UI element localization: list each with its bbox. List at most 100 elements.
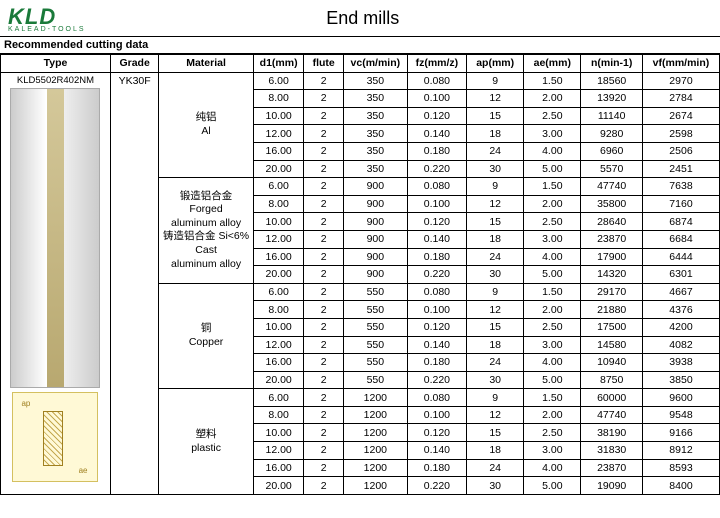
- cell-flute: 2: [304, 477, 344, 495]
- cell-d1: 12.00: [253, 336, 304, 354]
- header: KLD KALEAD-TOOLS End mills: [0, 0, 720, 36]
- cell-vc: 550: [343, 301, 407, 319]
- material-cell: 铜Copper: [159, 283, 254, 389]
- cell-fz: 0.080: [407, 178, 466, 196]
- cell-vc: 900: [343, 266, 407, 284]
- cell-vf: 6684: [642, 230, 719, 248]
- cell-d1: 6.00: [253, 178, 304, 196]
- cell-vc: 550: [343, 354, 407, 372]
- cell-vc: 1200: [343, 424, 407, 442]
- cell-vf: 2674: [642, 107, 719, 125]
- cell-fz: 0.080: [407, 283, 466, 301]
- cell-n: 31830: [581, 442, 643, 460]
- cell-n: 60000: [581, 389, 643, 407]
- cell-d1: 8.00: [253, 90, 304, 108]
- cell-fz: 0.080: [407, 72, 466, 90]
- cell-vc: 350: [343, 160, 407, 178]
- cell-flute: 2: [304, 248, 344, 266]
- cell-fz: 0.120: [407, 107, 466, 125]
- cell-n: 6960: [581, 142, 643, 160]
- cell-n: 5570: [581, 160, 643, 178]
- th-ap: ap(mm): [467, 55, 524, 73]
- header-row: Type Grade Material d1(mm) flute vc(m/mi…: [1, 55, 720, 73]
- cell-d1: 20.00: [253, 477, 304, 495]
- cell-ap: 24: [467, 142, 524, 160]
- cell-ap: 12: [467, 195, 524, 213]
- type-cell: KLD5502R402NM ap ae: [1, 72, 111, 494]
- cell-flute: 2: [304, 459, 344, 477]
- cell-d1: 12.00: [253, 230, 304, 248]
- cell-ap: 9: [467, 178, 524, 196]
- cell-vf: 2506: [642, 142, 719, 160]
- cell-d1: 6.00: [253, 72, 304, 90]
- cell-flute: 2: [304, 142, 344, 160]
- cell-d1: 16.00: [253, 142, 304, 160]
- cell-vc: 550: [343, 283, 407, 301]
- cell-flute: 2: [304, 283, 344, 301]
- cell-n: 23870: [581, 230, 643, 248]
- cell-vc: 550: [343, 371, 407, 389]
- cell-n: 38190: [581, 424, 643, 442]
- cell-ap: 15: [467, 213, 524, 231]
- cell-ap: 12: [467, 90, 524, 108]
- cell-vf: 4082: [642, 336, 719, 354]
- cell-vf: 8400: [642, 477, 719, 495]
- cell-fz: 0.120: [407, 424, 466, 442]
- cell-vf: 6874: [642, 213, 719, 231]
- table-body: KLD5502R402NM ap ae YK30F纯铝Al6.0023500.0…: [1, 72, 720, 494]
- cell-ap: 30: [467, 371, 524, 389]
- cell-ae: 3.00: [524, 336, 581, 354]
- cell-flute: 2: [304, 160, 344, 178]
- cell-n: 8750: [581, 371, 643, 389]
- cell-vc: 1200: [343, 477, 407, 495]
- cell-vf: 8593: [642, 459, 719, 477]
- cell-n: 14320: [581, 266, 643, 284]
- cutting-data-table: Type Grade Material d1(mm) flute vc(m/mi…: [0, 54, 720, 495]
- cell-flute: 2: [304, 178, 344, 196]
- cell-vf: 2451: [642, 160, 719, 178]
- cell-ap: 15: [467, 107, 524, 125]
- cell-vf: 2970: [642, 72, 719, 90]
- cell-ap: 30: [467, 477, 524, 495]
- cell-ae: 2.00: [524, 406, 581, 424]
- cell-flute: 2: [304, 72, 344, 90]
- cell-ap: 9: [467, 283, 524, 301]
- cell-vc: 350: [343, 107, 407, 125]
- cell-vf: 2784: [642, 90, 719, 108]
- cell-flute: 2: [304, 195, 344, 213]
- cell-ae: 5.00: [524, 477, 581, 495]
- cell-vf: 7638: [642, 178, 719, 196]
- cell-ae: 1.50: [524, 283, 581, 301]
- cell-fz: 0.120: [407, 318, 466, 336]
- material-cell: 塑料plastic: [159, 389, 254, 495]
- logo-block: KLD KALEAD-TOOLS: [0, 4, 86, 33]
- subtitle: Recommended cutting data: [0, 36, 720, 54]
- cell-vc: 1200: [343, 389, 407, 407]
- cell-ae: 3.00: [524, 125, 581, 143]
- cell-vf: 3938: [642, 354, 719, 372]
- cell-d1: 10.00: [253, 318, 304, 336]
- cell-flute: 2: [304, 389, 344, 407]
- cell-ae: 4.00: [524, 248, 581, 266]
- cell-n: 47740: [581, 178, 643, 196]
- cell-d1: 16.00: [253, 248, 304, 266]
- cell-flute: 2: [304, 336, 344, 354]
- cell-vf: 6444: [642, 248, 719, 266]
- cell-vf: 6301: [642, 266, 719, 284]
- cell-fz: 0.180: [407, 459, 466, 477]
- cell-vc: 900: [343, 178, 407, 196]
- cell-n: 13920: [581, 90, 643, 108]
- cell-n: 11140: [581, 107, 643, 125]
- cell-ae: 1.50: [524, 178, 581, 196]
- page-title: End mills: [86, 8, 720, 29]
- cell-vf: 4200: [642, 318, 719, 336]
- cell-ae: 2.50: [524, 318, 581, 336]
- cell-vc: 900: [343, 213, 407, 231]
- cell-fz: 0.140: [407, 442, 466, 460]
- th-vc: vc(m/min): [343, 55, 407, 73]
- cell-n: 17900: [581, 248, 643, 266]
- cell-d1: 10.00: [253, 424, 304, 442]
- cell-n: 19090: [581, 477, 643, 495]
- cell-vc: 900: [343, 230, 407, 248]
- th-d1: d1(mm): [253, 55, 304, 73]
